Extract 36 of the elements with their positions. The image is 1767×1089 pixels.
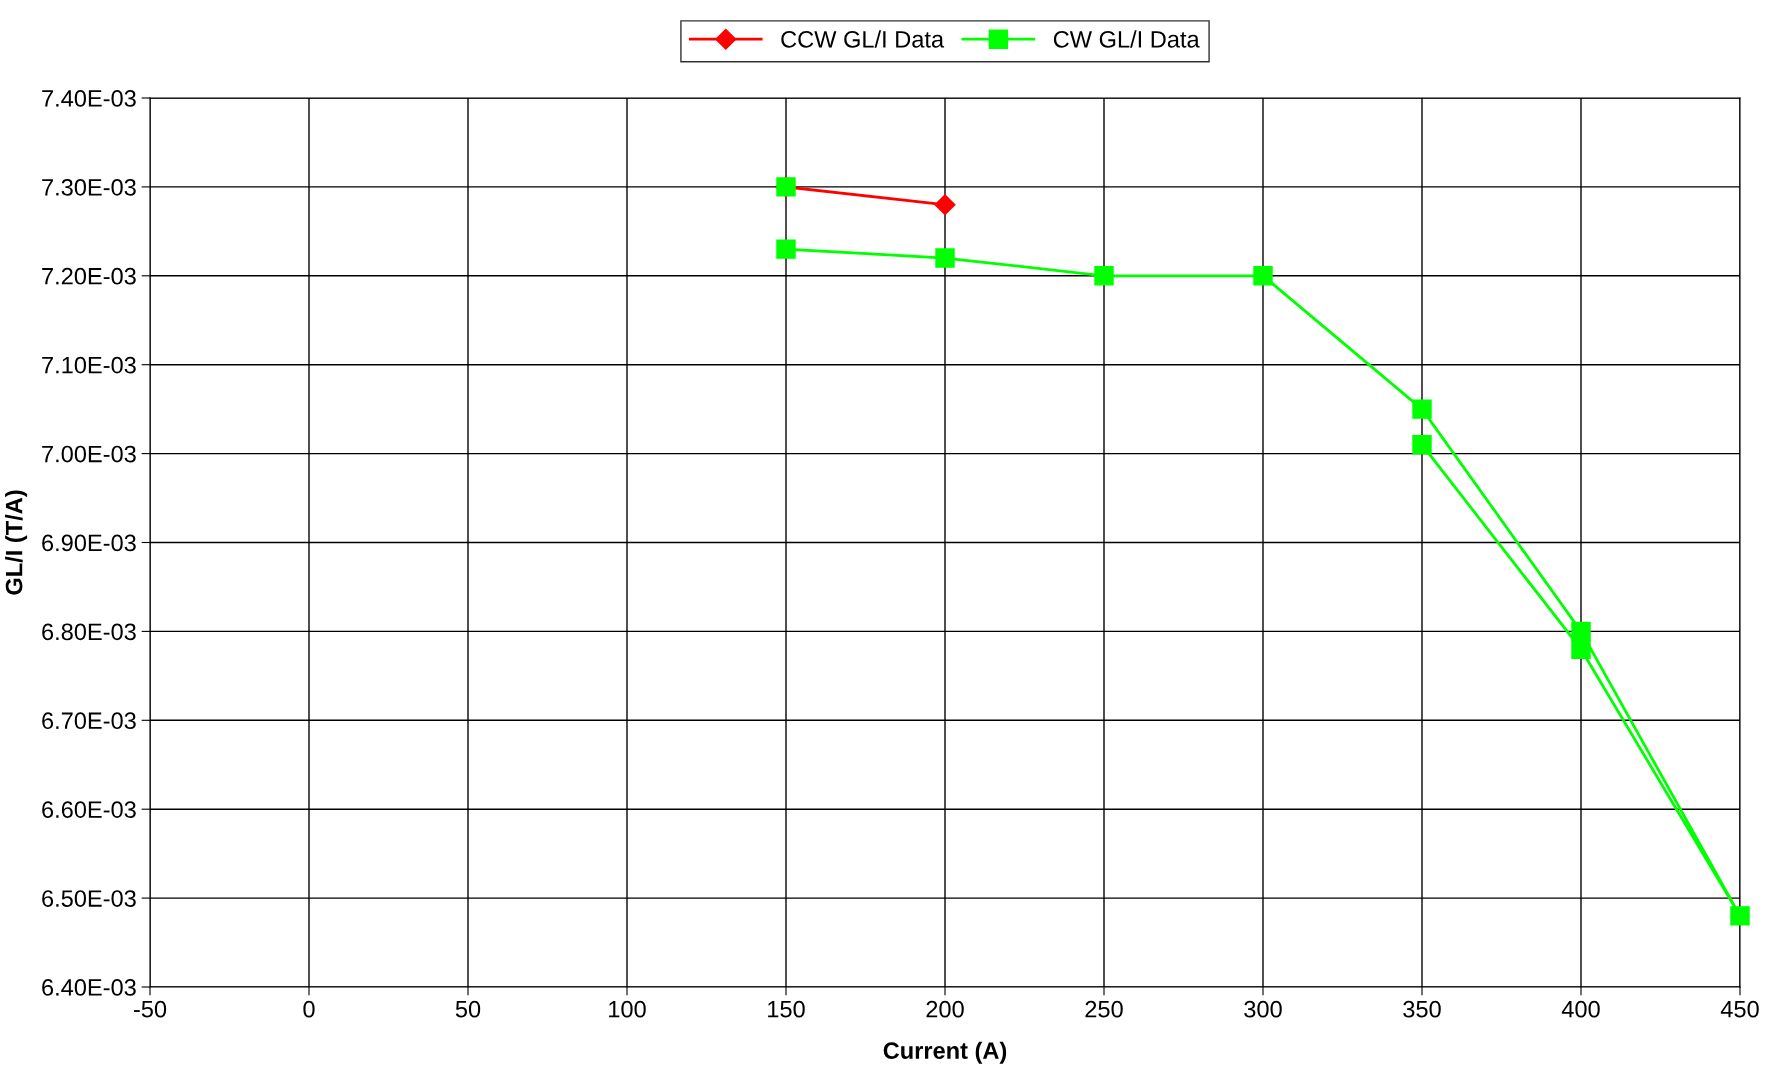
point bbox=[776, 239, 796, 259]
point bbox=[1571, 639, 1591, 659]
point bbox=[934, 194, 956, 216]
legend-label: CW GL/I Data bbox=[1053, 30, 1200, 48]
x-tick-label: 100 bbox=[609, 1000, 646, 1018]
x-tick-label: -50 bbox=[133, 1000, 167, 1018]
point bbox=[1571, 621, 1591, 642]
y-tick-label: 6.40E-03 bbox=[42, 979, 136, 996]
y-tick-label: 7.10E-03 bbox=[42, 356, 136, 374]
x-tick-label: 400 bbox=[1561, 1000, 1600, 1018]
x-axis-title: Current (A) bbox=[883, 1041, 1007, 1064]
x-tick-label: 350 bbox=[1403, 1000, 1441, 1018]
point bbox=[1730, 906, 1750, 926]
x-tick-label: 200 bbox=[926, 1000, 964, 1018]
x-tick-label: 300 bbox=[1244, 1000, 1282, 1018]
y-tick-label: 6.90E-03 bbox=[42, 534, 136, 552]
point bbox=[1094, 266, 1114, 286]
legend-label: CCW GL/I Data bbox=[781, 30, 945, 48]
y-tick-label: 6.50E-03 bbox=[42, 890, 136, 907]
y-tick-label: 6.70E-03 bbox=[42, 712, 136, 730]
y-tick-label: 7.00E-03 bbox=[42, 445, 136, 463]
point bbox=[1412, 399, 1432, 419]
x-tick-label: 450 bbox=[1720, 1000, 1759, 1018]
point bbox=[1412, 434, 1432, 455]
y-tick-label: 7.40E-03 bbox=[42, 90, 136, 107]
y-tick-label: 7.20E-03 bbox=[42, 267, 136, 285]
y-tick-label: 6.60E-03 bbox=[42, 801, 136, 818]
point bbox=[1253, 266, 1273, 286]
x-tick-label: 250 bbox=[1085, 1000, 1123, 1018]
x-tick-label: 150 bbox=[768, 1000, 805, 1018]
point bbox=[935, 248, 955, 268]
y-axis-title: GL/I (T/A) bbox=[5, 490, 28, 595]
y-tick-label: 7.30E-03 bbox=[42, 178, 136, 196]
x-tick-label: 0 bbox=[303, 1000, 315, 1018]
y-tick-label: 6.80E-03 bbox=[42, 623, 136, 641]
x-tick-label: 50 bbox=[455, 1000, 481, 1018]
